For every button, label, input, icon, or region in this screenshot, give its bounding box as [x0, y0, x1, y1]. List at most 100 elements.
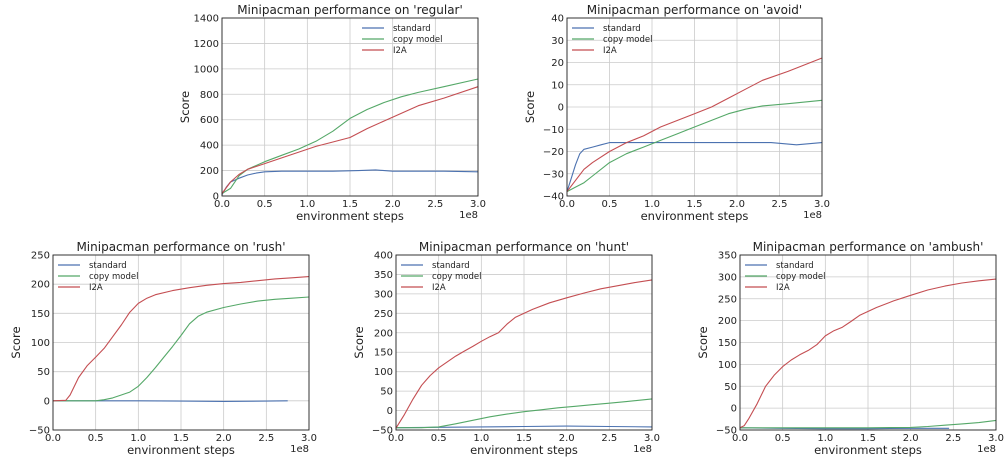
- chart-panel: 0.0 0.5 1.0 1.5 2.0 2.5 3.0 −40 −30 −20 −10 0 10 20 30…: [523, 3, 830, 223]
- series-line-i2a: [221, 86, 479, 194]
- legend-label: standard: [89, 261, 127, 271]
- legend-label: I2A: [89, 283, 103, 293]
- x-tick-label: 1.5: [860, 433, 876, 444]
- chart-title: Minipacman performance on 'regular': [237, 3, 463, 17]
- y-tick-label: 200: [718, 316, 737, 327]
- chart-panel: 0.0 0.5 1.0 1.5 2.0 2.5 3.0 −50 0 50 100 150 200 250 3…: [696, 240, 1004, 457]
- x-tick-label: 1.5: [516, 433, 532, 444]
- x-tick-label: 0.5: [602, 199, 618, 210]
- series-line-copy-model: [221, 78, 479, 194]
- y-tick-label: 350: [374, 270, 393, 281]
- y-axis-label: Score: [352, 326, 366, 358]
- legend-label: I2A: [393, 46, 407, 56]
- x-tick-label: 0.0: [214, 199, 230, 210]
- series-line-copy-model: [566, 99, 823, 193]
- x-tick-label: 3.0: [988, 433, 1004, 444]
- legend-label: copy model: [393, 35, 442, 45]
- legend-label: I2A: [603, 46, 617, 56]
- x-tick-label: 1.0: [473, 433, 489, 444]
- series-line-i2a: [52, 276, 310, 402]
- x-tick-label: 1.5: [687, 199, 703, 210]
- x-multiplier-label: 1e8: [633, 444, 652, 455]
- y-tick-label: 250: [374, 309, 393, 320]
- y-tick-label: 150: [374, 348, 393, 359]
- x-tick-label: 0.0: [732, 433, 748, 444]
- chart-title: Minipacman performance on 'ambush': [753, 240, 984, 254]
- y-tick-label: 20: [551, 58, 564, 69]
- x-multiplier-label: 1e8: [290, 444, 309, 455]
- y-tick-label: 200: [374, 328, 393, 339]
- x-tick-label: 3.0: [644, 433, 660, 444]
- series-line-i2a: [395, 279, 653, 429]
- x-tick-label: 2.0: [729, 199, 745, 210]
- plot-frame: [395, 254, 653, 431]
- y-tick-label: 150: [31, 309, 50, 320]
- chart-panel: 0.0 0.5 1.0 1.5 2.0 2.5 3.0 0 200 400 600 800 1000 12…: [178, 3, 486, 223]
- x-tick-label: 2.5: [258, 433, 274, 444]
- legend-label: I2A: [776, 283, 790, 293]
- series-line-i2a: [566, 57, 823, 192]
- series-line-copy-model: [53, 296, 310, 402]
- series-line-i2a: [739, 278, 997, 429]
- x-tick-label: 3.0: [814, 199, 830, 210]
- x-tick-label: 1.5: [173, 433, 189, 444]
- y-tick-label: 300: [718, 272, 737, 283]
- y-tick-label: 200: [200, 166, 219, 177]
- legend-label: standard: [776, 261, 814, 271]
- legend-label: standard: [432, 261, 470, 271]
- y-axis-label: Score: [178, 91, 192, 123]
- plot-frame: [221, 17, 479, 197]
- legend-label: copy model: [432, 272, 481, 282]
- legend-label: I2A: [432, 283, 446, 293]
- chart-title: Minipacman performance on 'rush': [76, 240, 285, 254]
- y-tick-label: −50: [372, 426, 393, 437]
- x-multiplier-label: 1e8: [803, 210, 822, 221]
- legend-label: standard: [603, 24, 641, 34]
- series-line-standard: [221, 169, 479, 195]
- y-tick-label: 0: [558, 103, 564, 114]
- y-tick-label: 50: [380, 387, 393, 398]
- y-tick-label: 300: [374, 289, 393, 300]
- plot-frame: [739, 254, 997, 431]
- x-axis-label: environment steps: [127, 443, 235, 457]
- y-tick-label: 150: [718, 338, 737, 349]
- y-tick-label: 800: [200, 90, 219, 101]
- x-tick-label: 0.5: [257, 199, 273, 210]
- x-tick-label: 0.5: [775, 433, 791, 444]
- y-tick-label: 400: [200, 141, 219, 152]
- legend-label: copy model: [603, 35, 652, 45]
- y-tick-label: −40: [543, 192, 564, 203]
- x-tick-label: 2.5: [601, 433, 617, 444]
- y-tick-label: 1000: [194, 64, 219, 75]
- y-tick-label: 100: [374, 367, 393, 378]
- chart-panel: 0.0 0.5 1.0 1.5 2.0 2.5 3.0 −50 0 50 100 150 200 250 3…: [352, 240, 660, 457]
- y-tick-label: 50: [724, 382, 737, 393]
- x-tick-label: 3.0: [301, 433, 317, 444]
- x-tick-label: 2.0: [385, 199, 401, 210]
- x-tick-label: 1.5: [342, 199, 358, 210]
- legend-label: copy model: [89, 272, 138, 282]
- x-tick-label: 3.0: [470, 199, 486, 210]
- series-line-standard: [566, 142, 823, 192]
- x-tick-label: 0.5: [88, 433, 104, 444]
- y-tick-label: 100: [718, 360, 737, 371]
- x-tick-label: 2.5: [427, 199, 443, 210]
- y-tick-label: −20: [543, 147, 564, 158]
- y-tick-label: 350: [718, 251, 737, 262]
- y-tick-label: 0: [44, 396, 50, 407]
- chart-title: Minipacman performance on 'avoid': [587, 3, 802, 17]
- series-line-copy-model: [740, 419, 997, 429]
- x-axis-label: environment steps: [641, 209, 749, 223]
- legend-label: copy model: [776, 272, 825, 282]
- x-tick-label: 1.0: [130, 433, 146, 444]
- y-tick-label: 0: [387, 406, 393, 417]
- y-axis-label: Score: [696, 326, 710, 358]
- x-multiplier-label: 1e8: [977, 444, 996, 455]
- y-axis-label: Score: [523, 91, 537, 123]
- y-tick-label: 250: [31, 251, 50, 262]
- y-tick-label: 30: [551, 36, 564, 47]
